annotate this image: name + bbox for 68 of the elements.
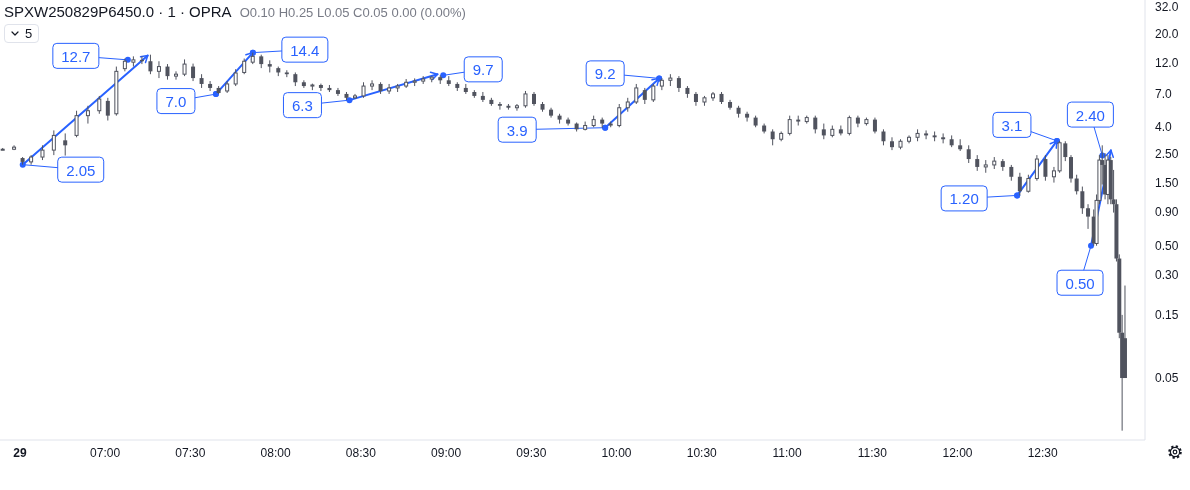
candlestick — [301, 79, 306, 89]
annotation: 9.7 — [472, 60, 494, 78]
x-tick-label: 12:00 — [942, 445, 973, 460]
toggle-button: 5 — [4, 24, 40, 43]
annotation: 3.1 — [1001, 116, 1023, 134]
candlestick — [787, 115, 792, 136]
candlestick — [634, 83, 639, 105]
x-tick-label: 07:00 — [90, 445, 121, 460]
annotation: 7.0 — [165, 92, 187, 110]
x-tick-label: 08:00 — [260, 445, 291, 460]
candlestick — [208, 80, 213, 92]
x-tick-label: 09:30 — [516, 445, 547, 460]
annotation: 2.05 — [66, 161, 96, 179]
candlestick — [838, 125, 843, 136]
candlestick — [497, 101, 502, 111]
x-tick-label: 08:30 — [345, 445, 377, 460]
candlestick — [651, 83, 656, 103]
candlestick — [387, 83, 392, 95]
x-tick-label: 10:00 — [601, 445, 632, 460]
chart-title: SPXW250829P6450.0 · 1 · OPRA — [4, 3, 232, 20]
annotation: 9.2 — [594, 64, 616, 82]
annotation: 2.40 — [1075, 106, 1105, 124]
candlestick — [941, 132, 946, 144]
y-tick-label: 12.0 — [1155, 56, 1179, 71]
candlestick — [924, 129, 929, 140]
annotation: 3.9 — [506, 121, 528, 139]
candlestick — [318, 83, 323, 92]
y-tick-label: 0.50 — [1155, 238, 1179, 253]
candlestick — [1034, 154, 1039, 182]
y-tick-label: 1.50 — [1155, 175, 1179, 190]
y-tick-label: 0.15 — [1155, 308, 1179, 323]
y-tick-label: 0.05 — [1155, 371, 1179, 386]
candlestick — [370, 79, 375, 91]
candlestick — [148, 54, 153, 75]
candlestick — [617, 103, 622, 128]
candlestick — [105, 97, 110, 122]
y-tick-label: 4.0 — [1155, 119, 1173, 134]
candlestick — [156, 60, 161, 79]
candlestick — [174, 70, 179, 81]
annotation: 14.4 — [290, 41, 320, 59]
annotation: 1.20 — [949, 189, 979, 207]
x-tick-label: 11:00 — [772, 445, 802, 460]
candlestick — [847, 115, 852, 136]
candlestick — [335, 87, 340, 97]
x-tick-label: 11:30 — [857, 445, 888, 460]
y-tick-label: 2.50 — [1155, 146, 1179, 161]
x-tick-label: 09:00 — [431, 445, 462, 460]
y-tick-label: 0.30 — [1155, 268, 1179, 283]
annotation: 0.50 — [1065, 274, 1095, 292]
candlestick — [889, 136, 894, 151]
y-tick-label: 0.90 — [1155, 205, 1179, 220]
x-tick-label: 29 — [13, 445, 27, 460]
candlestick — [514, 103, 519, 112]
x-tick-label: 10:30 — [686, 445, 718, 460]
annotation: 6.3 — [292, 96, 313, 114]
candlestick — [745, 111, 750, 123]
y-tick-label: 7.0 — [1155, 87, 1173, 102]
x-tick-label: 07:30 — [175, 445, 206, 460]
annotation: 12.7 — [61, 47, 91, 65]
y-tick-label: 20.0 — [1155, 27, 1179, 42]
candlestick — [480, 91, 485, 103]
annotation: 5 — [25, 26, 33, 41]
candlestick — [1017, 172, 1022, 196]
y-tick-label: 32.0 — [1155, 0, 1179, 15]
candlestick — [1043, 154, 1048, 182]
chart-subtitle: O0.10 H0.25 L0.05 C0.05 0.00 (0.00%) — [239, 5, 466, 20]
x-tick-label: 12:30 — [1027, 445, 1059, 460]
candlestick — [566, 117, 571, 127]
